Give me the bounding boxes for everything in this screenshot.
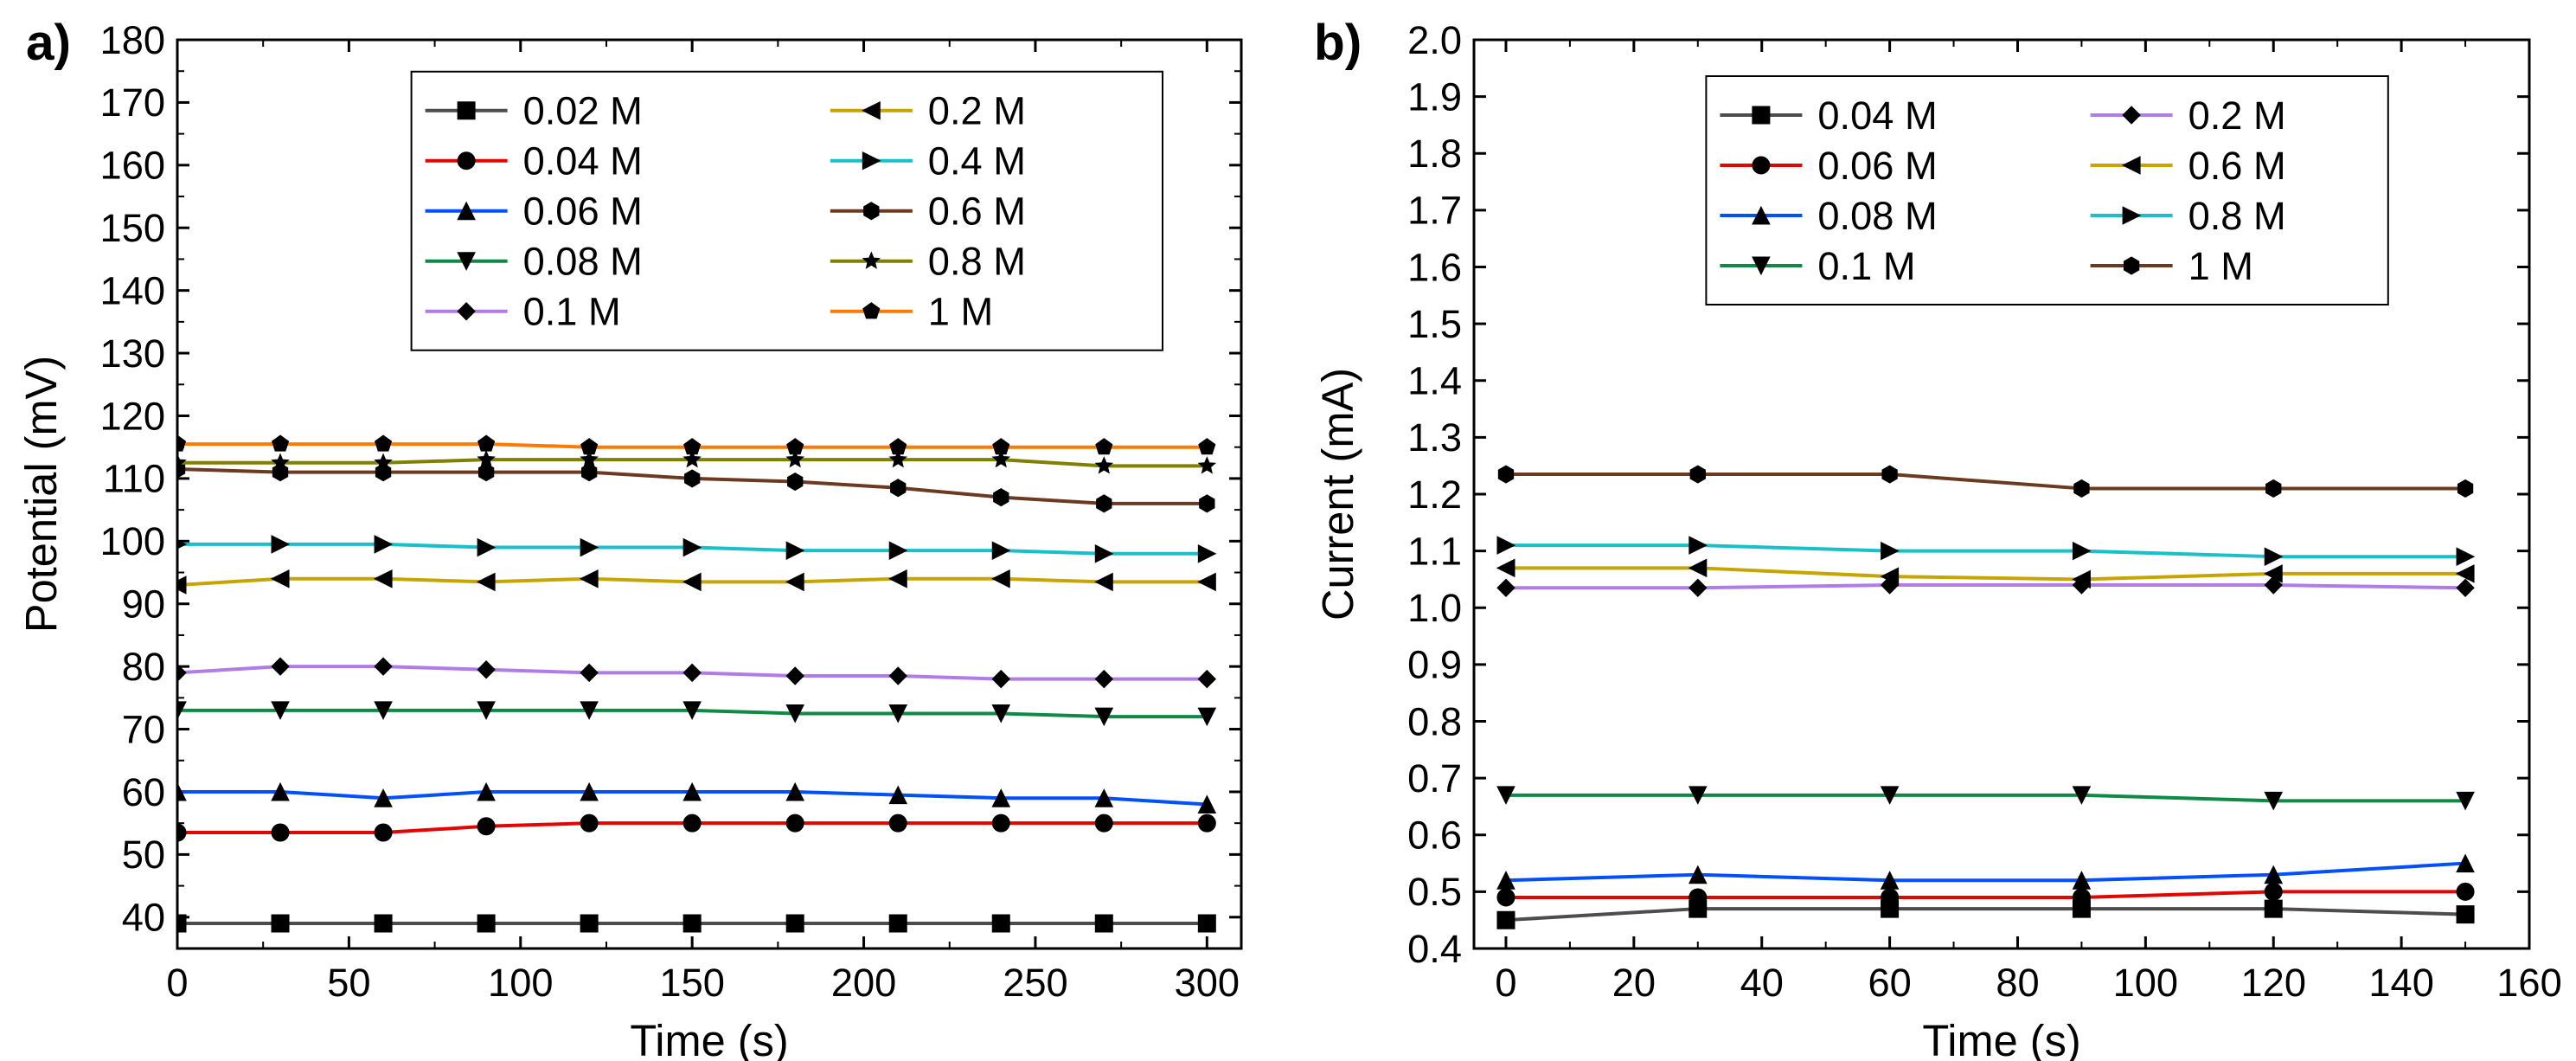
svg-text:2.0: 2.0 <box>1407 18 1462 62</box>
svg-text:1.8: 1.8 <box>1407 132 1462 176</box>
svg-text:0.6 M: 0.6 M <box>928 190 1026 234</box>
svg-text:1.9: 1.9 <box>1407 74 1462 119</box>
panel-a: a) 0 50 100 150 200 250 300 40 50 60 70 80 90 100 110 1… <box>0 0 1288 1061</box>
svg-text:Current (mA): Current (mA) <box>1313 368 1362 621</box>
svg-text:0.4: 0.4 <box>1407 927 1462 971</box>
svg-text:0.04 M: 0.04 M <box>1817 93 1937 138</box>
panel-a-label: a) <box>26 14 71 72</box>
svg-text:0: 0 <box>166 961 188 1005</box>
svg-text:0.06 M: 0.06 M <box>523 190 643 234</box>
svg-text:140: 140 <box>100 268 165 312</box>
svg-text:120: 120 <box>100 394 165 438</box>
panel-b-label: b) <box>1314 14 1362 72</box>
svg-text:0.4 M: 0.4 M <box>928 139 1026 183</box>
svg-text:100: 100 <box>100 519 165 563</box>
panel-b: b) 0204060801001201401600.40.50.60.70.80… <box>1288 0 2576 1061</box>
svg-text:250: 250 <box>1003 961 1067 1005</box>
svg-text:1.0: 1.0 <box>1407 586 1462 630</box>
svg-text:0.8 M: 0.8 M <box>928 240 1026 284</box>
svg-text:50: 50 <box>122 833 165 877</box>
svg-text:0.04 M: 0.04 M <box>523 139 643 183</box>
svg-text:50: 50 <box>327 961 370 1005</box>
a-chart-svg: 0 50 100 150 200 250 300 40 50 60 70 80 90 100 110 120 1… <box>0 0 1288 1061</box>
svg-text:80: 80 <box>1996 961 2039 1005</box>
svg-text:110: 110 <box>103 457 165 501</box>
svg-text:0.5: 0.5 <box>1407 870 1462 914</box>
svg-text:0.08 M: 0.08 M <box>523 240 643 284</box>
svg-text:160: 160 <box>2496 961 2561 1005</box>
svg-text:80: 80 <box>122 645 165 689</box>
svg-text:0.06 M: 0.06 M <box>1817 144 1937 188</box>
svg-text:70: 70 <box>122 707 165 751</box>
svg-text:0.1 M: 0.1 M <box>523 290 621 334</box>
svg-text:40: 40 <box>1740 961 1784 1005</box>
svg-text:1.6: 1.6 <box>1407 245 1462 289</box>
svg-text:150: 150 <box>100 206 165 250</box>
svg-text:1 M: 1 M <box>2188 244 2253 288</box>
svg-text:60: 60 <box>122 770 165 814</box>
svg-text:120: 120 <box>2241 961 2306 1005</box>
svg-text:0: 0 <box>1495 961 1516 1005</box>
svg-text:1.1: 1.1 <box>1407 529 1462 573</box>
svg-text:1.4: 1.4 <box>1407 359 1462 403</box>
svg-text:170: 170 <box>100 80 165 125</box>
svg-text:150: 150 <box>659 961 724 1005</box>
b-chart-svg: 0 20 40 60 80 100 120 140 160 0.4 0.5 0.6 0.7 0.8 0.9 1… <box>1288 0 2576 1061</box>
svg-text:0.1 M: 0.1 M <box>1817 244 1915 288</box>
svg-text:100: 100 <box>488 961 553 1005</box>
svg-text:0.2 M: 0.2 M <box>2188 93 2286 138</box>
svg-text:160: 160 <box>100 144 165 188</box>
svg-text:0.2 M: 0.2 M <box>928 89 1026 133</box>
svg-text:90: 90 <box>122 582 165 627</box>
svg-text:0.9: 0.9 <box>1407 643 1462 687</box>
svg-text:0.8 M: 0.8 M <box>2188 194 2286 238</box>
svg-text:130: 130 <box>100 331 165 376</box>
svg-text:0.6 M: 0.6 M <box>2188 144 2286 188</box>
figure: a) 0501001502002503004050607080901001101… <box>0 0 2576 1061</box>
svg-text:1.2: 1.2 <box>1407 473 1462 517</box>
svg-text:0.6: 0.6 <box>1407 813 1462 858</box>
svg-text:180: 180 <box>100 18 165 62</box>
svg-text:0.7: 0.7 <box>1407 756 1462 801</box>
svg-text:Time (s): Time (s) <box>1922 1016 2080 1061</box>
svg-text:1.3: 1.3 <box>1407 415 1462 460</box>
svg-text:Time (s): Time (s) <box>630 1016 788 1061</box>
svg-text:20: 20 <box>1612 961 1656 1005</box>
svg-text:1 M: 1 M <box>928 290 993 334</box>
svg-text:60: 60 <box>1868 961 1911 1005</box>
svg-text:300: 300 <box>1175 961 1240 1005</box>
svg-text:1.5: 1.5 <box>1407 302 1462 346</box>
svg-text:1.7: 1.7 <box>1407 189 1462 233</box>
svg-text:40: 40 <box>122 896 165 940</box>
svg-text:200: 200 <box>831 961 896 1005</box>
svg-text:140: 140 <box>2368 961 2433 1005</box>
svg-text:0.8: 0.8 <box>1407 699 1462 743</box>
svg-text:100: 100 <box>2113 961 2178 1005</box>
svg-text:0.08 M: 0.08 M <box>1817 194 1937 238</box>
svg-text:Potential (mV): Potential (mV) <box>16 356 66 633</box>
svg-text:0.02 M: 0.02 M <box>523 89 643 133</box>
